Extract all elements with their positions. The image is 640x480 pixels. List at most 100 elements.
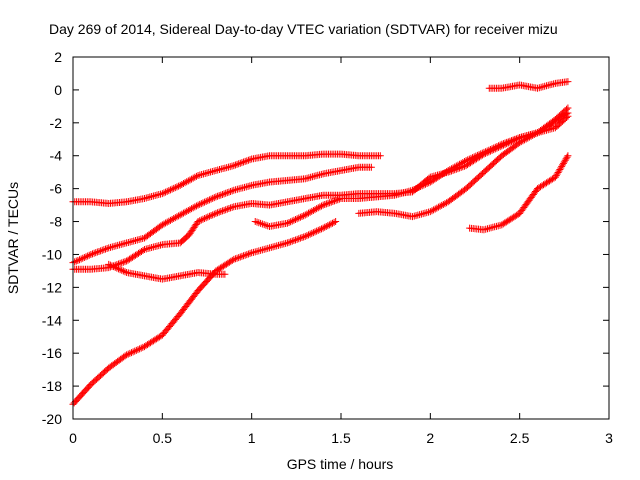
data-point [218, 190, 226, 198]
data-point [559, 161, 567, 169]
x-tick-label: 0 [69, 430, 77, 446]
data-point [217, 191, 225, 199]
data-point [176, 181, 184, 189]
data-point [126, 349, 134, 357]
data-point [457, 159, 465, 167]
data-point [214, 192, 222, 200]
data-point [101, 245, 109, 253]
y-tick-label: -14 [42, 312, 62, 328]
data-point [325, 221, 333, 229]
data-point [554, 169, 562, 177]
series-track-g [355, 104, 572, 221]
x-tick-label: 2.5 [510, 430, 530, 446]
data-point [335, 195, 343, 203]
data-point [218, 207, 226, 215]
data-point [318, 202, 326, 210]
data-point [238, 159, 246, 167]
data-point [482, 148, 490, 156]
x-tick-label: 2 [426, 430, 434, 446]
data-point [197, 200, 205, 208]
data-point [292, 215, 300, 223]
data-point [421, 180, 429, 188]
data-point [454, 161, 462, 169]
data-point [292, 236, 300, 244]
data-point [255, 219, 263, 227]
data-point [434, 203, 442, 211]
data-point [462, 157, 470, 165]
data-point [243, 251, 251, 259]
data-point [191, 173, 199, 181]
series-track-b [69, 163, 375, 267]
data-point [228, 256, 236, 264]
data-point [330, 218, 338, 226]
data-point [196, 200, 204, 208]
data-point [183, 178, 191, 186]
data-point [469, 154, 477, 162]
data-point [243, 157, 251, 165]
data-point [188, 175, 196, 183]
data-point [460, 158, 468, 166]
data-point [562, 155, 570, 163]
data-point [499, 140, 507, 148]
data-point [472, 152, 480, 160]
data-point [244, 250, 252, 258]
data-point [319, 201, 327, 209]
data-point [212, 193, 220, 201]
data-point [90, 249, 98, 257]
data-point [327, 198, 335, 206]
data-point [262, 221, 270, 229]
data-point [563, 105, 571, 113]
y-tick-label: -2 [50, 115, 63, 131]
axis-ticks: 0 0.5 1 1.5 2 2.5 3 2 0 -2 -4 -6 -8 -10 -12 -14 -16 -18 -2… [42, 49, 613, 446]
data-point [228, 203, 236, 211]
data-point [485, 146, 493, 154]
data-point [240, 252, 248, 260]
data-point [260, 221, 268, 229]
data-point [189, 174, 197, 182]
data-point [233, 254, 241, 262]
data-point [560, 158, 568, 166]
data-point [524, 134, 532, 142]
data-points [69, 78, 572, 408]
y-tick-label: -4 [50, 148, 63, 164]
data-point [160, 220, 168, 228]
data-point [490, 144, 498, 152]
data-point [295, 235, 303, 243]
data-point [491, 143, 499, 151]
data-point [127, 349, 135, 357]
data-point [293, 235, 301, 243]
data-point [103, 244, 111, 252]
data-point [331, 197, 339, 205]
data-point [98, 246, 106, 254]
x-tick-label: 3 [605, 430, 613, 446]
data-point [71, 258, 79, 266]
data-point [124, 350, 132, 358]
data-point [105, 260, 113, 268]
series-track-h [466, 152, 572, 234]
data-point [470, 153, 478, 161]
data-point [501, 139, 509, 147]
x-axis-label: GPS time / hours [287, 456, 394, 472]
data-point [367, 163, 375, 171]
data-point [480, 148, 488, 156]
data-point [318, 225, 326, 233]
data-point [296, 234, 304, 242]
data-point [498, 140, 506, 148]
data-point [220, 206, 228, 214]
data-point [522, 135, 530, 143]
data-point [376, 152, 384, 160]
data-point [79, 254, 87, 262]
data-point [75, 256, 83, 264]
data-point [519, 137, 527, 145]
data-point [106, 261, 114, 269]
data-point [258, 220, 266, 228]
data-point [290, 216, 298, 224]
data-point [116, 266, 124, 274]
data-point [301, 211, 309, 219]
data-point [225, 205, 233, 213]
data-point [557, 164, 565, 172]
y-tick-label: -16 [42, 345, 62, 361]
data-point [314, 204, 322, 212]
data-point [456, 160, 464, 168]
data-point [283, 239, 291, 247]
